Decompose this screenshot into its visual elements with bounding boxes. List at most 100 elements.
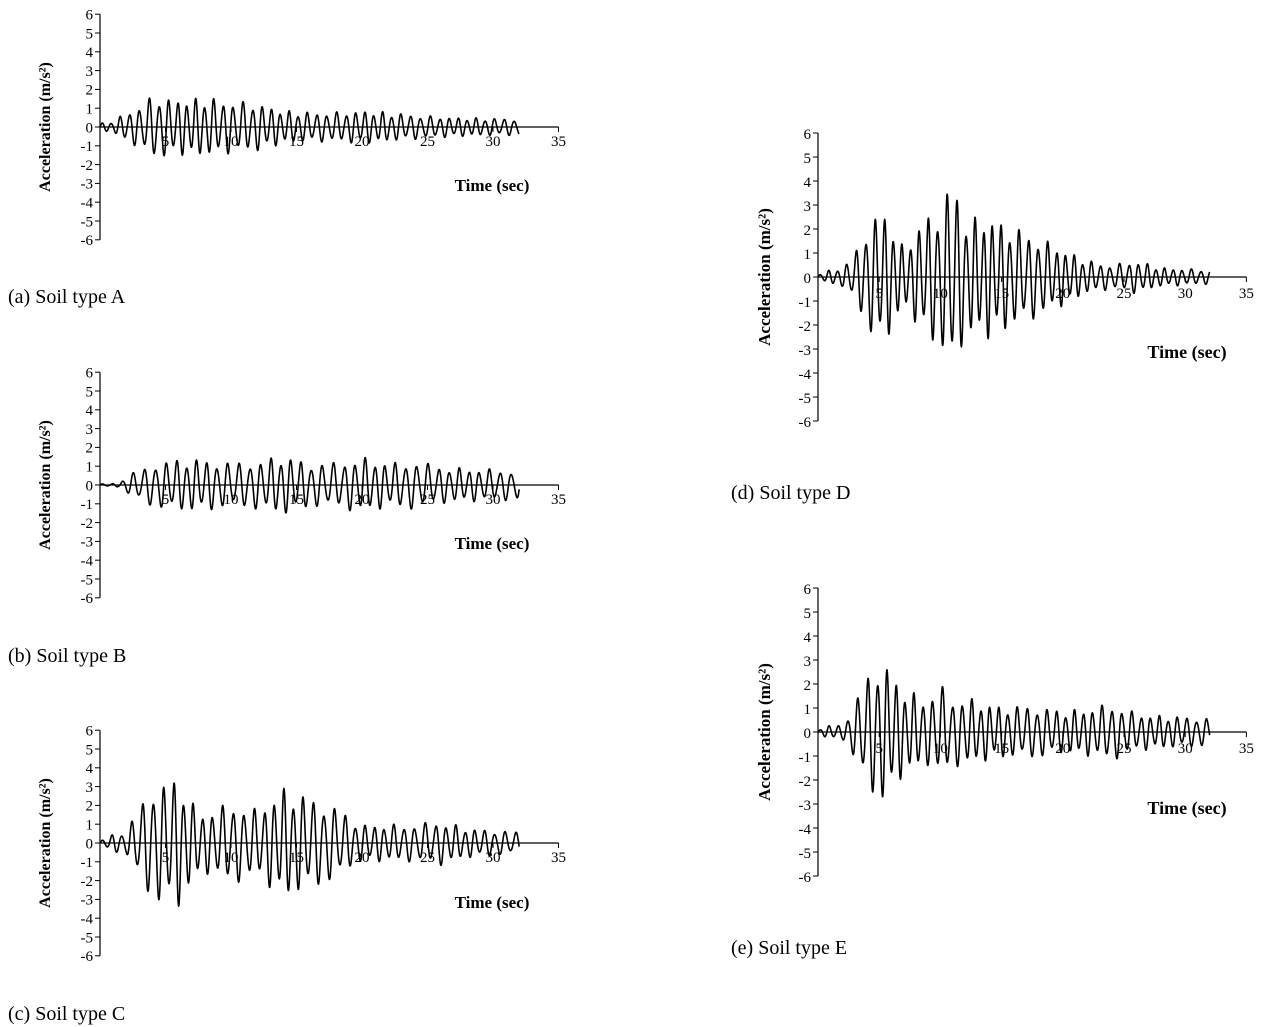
y-tick-label-b: 5: [86, 384, 94, 400]
caption-a: (a) Soil type A: [8, 286, 126, 308]
y-tick-label-a: -4: [81, 195, 94, 211]
y-tick-label-d: -3: [799, 343, 812, 359]
x-tick-label-b: 5: [162, 492, 170, 508]
series-line-a: [99, 97, 520, 157]
y-tick-label-e: 2: [804, 678, 812, 694]
y-tick-label-e: 5: [804, 606, 812, 622]
x-tick-label-d: 25: [1117, 286, 1132, 302]
y-tick-label-b: -3: [81, 535, 94, 551]
caption-e: (e) Soil type E: [731, 937, 848, 959]
y-tick-label-a: -1: [81, 139, 94, 155]
y-tick-label-e: -4: [799, 822, 812, 838]
caption-d: (d) Soil type D: [731, 482, 851, 504]
y-tick-label-b: 1: [86, 459, 94, 475]
chart-panel-c: -6 -5 -4 -3 -2 -1 0 1 2 3 4 5 6 5 10 15 20 25 30 35 Accelera…: [0, 0, 600, 1000]
y-tick-label-e: 1: [804, 702, 812, 718]
x-tick-label-c: 35: [551, 850, 566, 866]
x-tick-label-c: 5: [162, 850, 170, 866]
y-tick-label-b: -5: [81, 572, 94, 588]
y-tick-label-a: -6: [81, 233, 94, 249]
x-axis-label-a: Time (sec): [455, 176, 530, 195]
y-tick-label-a: 4: [86, 45, 94, 61]
x-tick-label-e: 5: [875, 741, 883, 757]
y-tick-label-a: 1: [86, 101, 94, 117]
x-tick-label-d: 35: [1239, 286, 1254, 302]
y-tick-label-d: -1: [799, 295, 812, 311]
y-axis-label-d: Acceleration (m/s²): [755, 208, 774, 346]
y-tick-label-d: 3: [804, 199, 812, 215]
x-axis-label-d: Time (sec): [1147, 342, 1226, 363]
y-tick-label-d: 4: [804, 175, 812, 191]
y-tick-label-c: -6: [81, 949, 94, 965]
series-line-d: [817, 193, 1211, 348]
y-tick-label-b: -6: [81, 591, 94, 607]
y-axis-label-a: Acceleration (m/s²): [37, 62, 54, 192]
chart-panel-d: -6 -5 -4 -3 -2 -1 0 1 2 3 4 5 6 5 10 15 20 25 30 35 Accelera…: [0, 0, 1266, 440]
y-tick-label-a: 6: [86, 7, 94, 23]
x-tick-label-e: 35: [1239, 741, 1254, 757]
y-tick-label-a: 2: [86, 83, 94, 99]
x-tick-label-a: 30: [486, 134, 501, 150]
y-axis-label-c: Acceleration (m/s²): [37, 778, 54, 908]
y-tick-label-a: -2: [81, 158, 94, 174]
x-axis-label-e: Time (sec): [1147, 798, 1226, 819]
y-tick-label-b: -1: [81, 497, 94, 513]
y-tick-label-d: 1: [804, 247, 812, 263]
x-axis-label-c: Time (sec): [455, 893, 530, 912]
y-tick-label-b: 6: [86, 365, 94, 381]
chart-panel-a: -6 -5 -4 -3 -2 -1 0 1 2 3 4 5 6 5 10 15 20 25 30 35 Accelera…: [0, 0, 600, 300]
series-line-b: [99, 456, 520, 514]
y-tick-label-c: 0: [86, 836, 94, 852]
y-tick-label-e: 3: [804, 654, 812, 670]
y-tick-label-c: -5: [81, 930, 94, 946]
y-tick-label-e: -2: [799, 774, 812, 790]
y-tick-label-b: 4: [86, 403, 94, 419]
y-tick-label-c: 3: [86, 780, 94, 796]
y-tick-label-a: 5: [86, 26, 94, 42]
y-tick-label-b: 3: [86, 422, 94, 438]
y-tick-label-e: 0: [804, 726, 812, 742]
y-tick-label-e: -1: [799, 750, 812, 766]
y-tick-label-c: 4: [86, 761, 94, 777]
y-tick-label-d: 0: [804, 271, 812, 287]
y-tick-label-e: -6: [799, 870, 812, 886]
x-tick-label-a: 25: [420, 134, 435, 150]
y-tick-label-b: 2: [86, 441, 94, 457]
y-tick-label-b: -4: [81, 553, 94, 569]
chart-panel-b: -6 -5 -4 -3 -2 -1 0 1 2 3 4 5 6 5 10 15 20 25 30 35 Accelera…: [0, 0, 600, 660]
y-tick-label-c: -1: [81, 855, 94, 871]
x-tick-label-d: 30: [1178, 286, 1193, 302]
y-tick-label-c: 5: [86, 742, 94, 758]
caption-c: (c) Soil type C: [8, 1003, 126, 1025]
y-tick-label-c: -4: [81, 911, 94, 927]
chart-panel-e: -6 -5 -4 -3 -2 -1 0 1 2 3 4 5 6 5 10 15 20 25 30 35 Accelera…: [755, 582, 1254, 886]
y-tick-label-d: 6: [804, 127, 812, 143]
y-axis-label-b: Acceleration (m/s²): [37, 420, 54, 550]
y-tick-label-e: 6: [804, 582, 812, 598]
caption-b: (b) Soil type B: [8, 645, 127, 667]
series-line-e: [817, 668, 1211, 798]
x-tick-label-e: 30: [1178, 741, 1193, 757]
y-tick-label-e: -3: [799, 798, 812, 814]
y-tick-label-b: -2: [81, 516, 94, 532]
y-tick-label-d: -6: [799, 415, 812, 431]
y-axis-label-e: Acceleration (m/s²): [755, 663, 774, 801]
y-tick-label-c: 1: [86, 817, 94, 833]
x-tick-label-c: 10: [224, 850, 239, 866]
y-tick-label-d: -5: [799, 391, 812, 407]
x-tick-label-d: 5: [875, 286, 883, 302]
y-tick-label-d: 5: [804, 151, 812, 167]
y-tick-label-b: 0: [86, 478, 94, 494]
x-tick-label-b: 30: [486, 492, 501, 508]
y-tick-label-e: 4: [804, 630, 812, 646]
y-tick-label-a: -5: [81, 214, 94, 230]
y-tick-label-c: 2: [86, 799, 94, 815]
y-tick-label-d: -2: [799, 319, 812, 335]
x-tick-label-a: 20: [355, 134, 370, 150]
y-tick-label-c: -3: [81, 893, 94, 909]
